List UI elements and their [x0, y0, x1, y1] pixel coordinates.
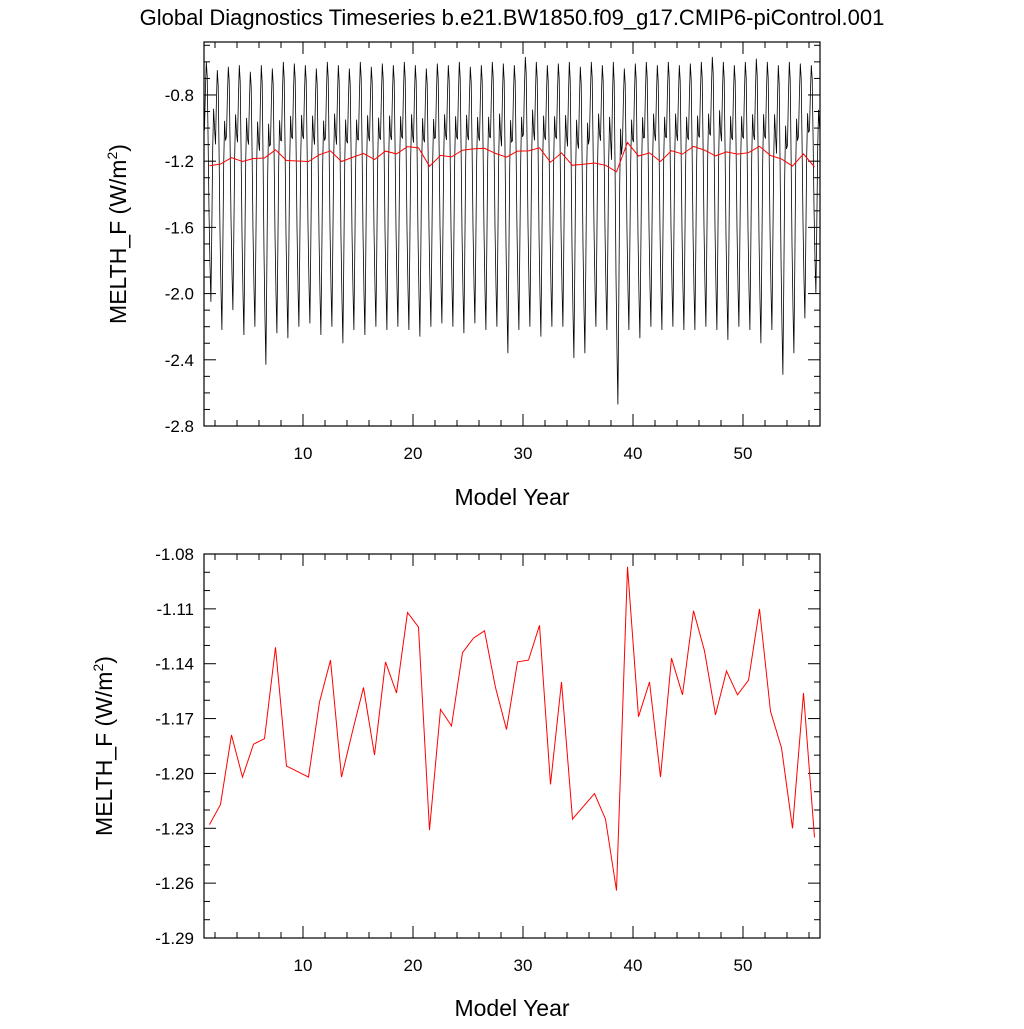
y-tick-label: -2.0 [165, 285, 194, 304]
annual-series-line [209, 566, 815, 891]
x-tick-label: 10 [294, 444, 313, 463]
x-tick-label: 40 [624, 956, 643, 975]
x-tick-label: 20 [404, 444, 423, 463]
y-tick-label: -2.4 [165, 351, 194, 370]
top-tick-labels: 10 20 30 40 50 -2.8 -2.4 -2.0 -1.6 -1.2 -0.8 [165, 86, 753, 463]
y-tick-label: -1.11 [157, 600, 195, 619]
x-tick-label: 20 [404, 956, 423, 975]
y-tick-label: -1.26 [155, 874, 194, 893]
y-tick-label: -1.20 [155, 764, 194, 783]
top-axis-ticks [204, 42, 820, 427]
x-tick-label: 50 [734, 956, 753, 975]
y-tick-label: -1.6 [165, 218, 194, 237]
bottom-plot-lines [209, 566, 815, 891]
y-tick-label: -1.23 [155, 819, 194, 838]
top-x-axis-label: Model Year [454, 484, 569, 510]
y-tick-label: -1.2 [165, 152, 194, 171]
y-tick-label: -1.08 [155, 545, 194, 564]
y-tick-label: -1.29 [155, 929, 194, 948]
x-tick-label: 30 [514, 956, 533, 975]
y-tick-label: -1.17 [155, 710, 194, 729]
top-panel: 10 20 30 40 50 -2.8 -2.4 -2.0 -1.6 -1.2 -0.8 Model… [104, 41, 821, 510]
monthly-series-line [204, 56, 820, 405]
x-tick-label: 10 [294, 956, 313, 975]
top-y-axis-label: MELTH_F (W/m2) [104, 144, 131, 324]
top-plot-lines [204, 56, 820, 405]
y-tick-label: -0.8 [165, 86, 194, 105]
bottom-axis-ticks [204, 553, 820, 939]
x-tick-label: 30 [514, 444, 533, 463]
bottom-plot-frame [203, 553, 821, 939]
bottom-y-axis-label: MELTH_F (W/m2) [90, 656, 117, 836]
bottom-x-axis-label: Model Year [454, 995, 569, 1021]
y-tick-label: -1.14 [155, 655, 194, 674]
bottom-panel: 10 20 30 40 50 -1.29 -1.26 -1.23 -1.20 -1.17 -1.14… [90, 545, 821, 1021]
top-plot-frame [203, 41, 821, 427]
bottom-tick-labels: 10 20 30 40 50 -1.29 -1.26 -1.23 -1.20 -1.17 -1.14… [155, 545, 752, 975]
annual-series-line [209, 141, 815, 173]
figure-title: Global Diagnostics Timeseries b.e21.BW18… [140, 5, 885, 30]
x-tick-label: 50 [734, 444, 753, 463]
x-tick-label: 40 [624, 444, 643, 463]
y-tick-label: -2.8 [165, 417, 194, 436]
